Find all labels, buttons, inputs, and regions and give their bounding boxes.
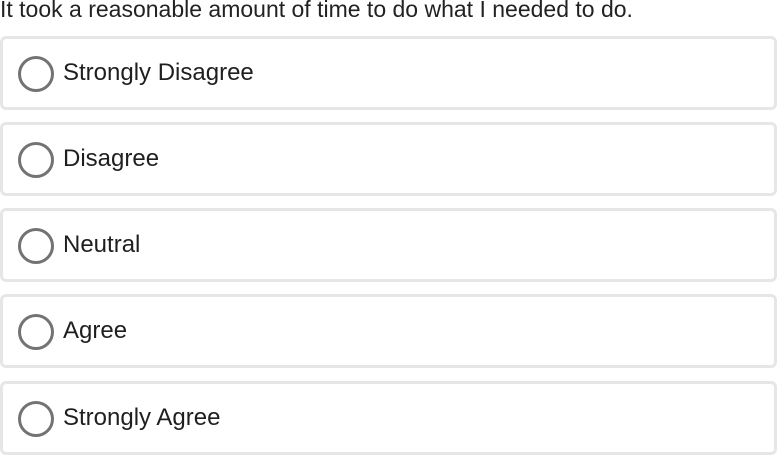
- option-label: Agree: [63, 317, 128, 344]
- option-label: Strongly Agree: [63, 404, 221, 431]
- question-text: It took a reasonable amount of time to d…: [0, 0, 633, 22]
- option-strongly-agree[interactable]: Strongly Agree: [0, 381, 777, 455]
- radio-button-icon[interactable]: [18, 314, 54, 350]
- option-strongly-disagree[interactable]: Strongly Disagree: [0, 36, 777, 110]
- option-disagree[interactable]: Disagree: [0, 122, 777, 196]
- radio-button-icon[interactable]: [18, 401, 54, 437]
- radio-button-icon[interactable]: [18, 142, 54, 178]
- option-agree[interactable]: Agree: [0, 294, 777, 368]
- radio-button-icon[interactable]: [18, 228, 54, 264]
- option-label: Neutral: [63, 231, 141, 258]
- radio-button-icon[interactable]: [18, 56, 54, 92]
- option-label: Strongly Disagree: [63, 59, 254, 86]
- option-label: Disagree: [63, 145, 160, 172]
- option-neutral[interactable]: Neutral: [0, 208, 777, 282]
